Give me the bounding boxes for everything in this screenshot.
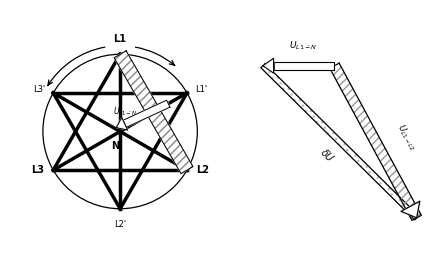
Text: L2: L2 xyxy=(196,165,209,175)
Polygon shape xyxy=(123,100,170,127)
Polygon shape xyxy=(263,58,274,73)
Text: $U_{L1\'-N}$: $U_{L1\'-N}$ xyxy=(289,39,317,52)
Text: $U_{L1\'-N}$: $U_{L1\'-N}$ xyxy=(113,105,137,118)
Text: L3: L3 xyxy=(31,165,44,175)
Polygon shape xyxy=(116,118,127,130)
Polygon shape xyxy=(261,64,419,220)
Text: $\delta U$: $\delta U$ xyxy=(318,146,337,165)
Text: L1: L1 xyxy=(114,34,127,44)
Polygon shape xyxy=(114,51,193,174)
Text: L2': L2' xyxy=(114,220,126,229)
Text: L3': L3' xyxy=(33,84,45,94)
Polygon shape xyxy=(401,201,420,218)
Polygon shape xyxy=(330,63,421,220)
Text: L1': L1' xyxy=(195,85,207,94)
Polygon shape xyxy=(274,62,335,70)
Text: N: N xyxy=(112,141,120,151)
Text: $U_{L1-L2}$: $U_{L1-L2}$ xyxy=(394,122,419,153)
